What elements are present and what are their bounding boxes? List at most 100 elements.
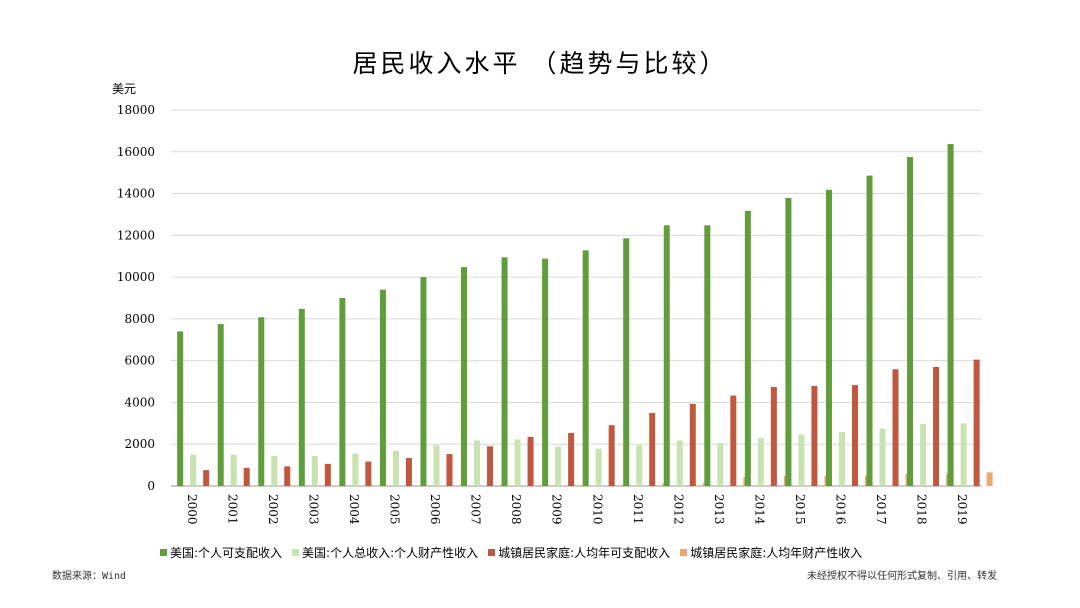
x-tick-label: 2011 xyxy=(631,494,645,525)
bar xyxy=(474,440,481,486)
bar xyxy=(433,445,440,486)
bar xyxy=(582,250,589,486)
x-tick-label: 2017 xyxy=(874,494,888,525)
bar xyxy=(217,324,224,486)
bar xyxy=(177,331,184,486)
y-axis-label: 美元 xyxy=(112,82,137,96)
bar xyxy=(649,412,656,486)
bar xyxy=(284,466,291,486)
x-tick-label: 2007 xyxy=(469,494,483,525)
bar xyxy=(717,443,724,486)
bar xyxy=(851,385,858,486)
bar xyxy=(405,458,412,486)
bar xyxy=(311,455,318,486)
bars xyxy=(177,144,993,487)
bar xyxy=(636,445,643,486)
legend-swatch xyxy=(292,549,300,556)
bar xyxy=(623,238,630,486)
x-axis-ticks: 2000 2001 2002 2003 2004 2005 2006 2007 2008 2009… xyxy=(185,494,969,525)
bar xyxy=(392,450,399,486)
bar xyxy=(947,144,954,486)
bar xyxy=(879,428,886,486)
bar xyxy=(785,197,792,487)
x-tick-label: 2019 xyxy=(955,494,969,525)
bar xyxy=(907,157,914,486)
y-tick-label: 4000 xyxy=(124,395,155,409)
bar xyxy=(608,425,615,486)
legend-label: 城镇居民家庭:人均年可支配收入 xyxy=(498,546,671,560)
bar xyxy=(365,461,372,486)
bar xyxy=(825,189,832,486)
legend-item: 美国:个人可支配收入 xyxy=(160,544,282,561)
y-tick-label: 16000 xyxy=(117,145,155,159)
grid-lines xyxy=(171,109,982,487)
legend-item: 城镇居民家庭:人均年可支配收入 xyxy=(488,544,670,561)
bar xyxy=(811,385,818,486)
x-tick-label: 2003 xyxy=(306,494,320,525)
bar xyxy=(542,258,549,486)
bar xyxy=(676,440,683,486)
y-tick-label: 12000 xyxy=(117,228,155,242)
bar xyxy=(933,366,940,486)
bar xyxy=(973,359,980,486)
x-tick-label: 2014 xyxy=(752,494,766,525)
y-tick-label: 8000 xyxy=(124,312,155,326)
x-tick-label: 2018 xyxy=(915,494,929,525)
bar xyxy=(420,277,427,486)
legend: 美国:个人可支配收入 美国:个人总收入:个人财产性收入 城镇居民家庭:人均年可支… xyxy=(160,544,862,561)
bar xyxy=(487,446,494,486)
x-tick-label: 2012 xyxy=(671,494,685,525)
x-tick-label: 2004 xyxy=(347,494,361,525)
bar xyxy=(986,472,993,486)
x-tick-label: 2002 xyxy=(266,494,280,525)
chart-title: 居民收入水平 （趋势与比较） xyxy=(352,49,728,78)
bar xyxy=(798,434,805,486)
y-tick-label: 2000 xyxy=(124,437,155,451)
legend-label: 美国:个人可支配收入 xyxy=(170,546,283,560)
y-tick-label: 14000 xyxy=(117,187,155,201)
bar xyxy=(203,470,210,486)
bar xyxy=(258,317,265,486)
legend-swatch xyxy=(488,549,496,556)
bar xyxy=(461,267,468,486)
y-tick-label: 10000 xyxy=(117,270,155,284)
bar xyxy=(352,453,359,486)
bar xyxy=(770,386,777,486)
y-tick-label: 0 xyxy=(147,479,155,493)
bar xyxy=(230,454,237,486)
x-tick-label: 2001 xyxy=(225,494,239,525)
x-tick-label: 2000 xyxy=(185,494,199,525)
x-tick-label: 2016 xyxy=(834,494,848,525)
data-source: 数据来源：Wind xyxy=(52,571,127,582)
legend-swatch xyxy=(160,549,167,556)
bar xyxy=(595,448,602,486)
bar xyxy=(446,454,453,486)
legend-label: 城镇居民家庭:人均年财产性收入 xyxy=(690,546,863,560)
bar xyxy=(243,467,250,486)
bar xyxy=(190,454,197,486)
legend-item: 美国:个人总收入:个人财产性收入 xyxy=(292,544,478,561)
x-tick-label: 2006 xyxy=(428,494,442,525)
bar xyxy=(866,175,873,486)
bar xyxy=(298,308,305,486)
bar xyxy=(514,439,521,486)
legend-label: 美国:个人总收入:个人财产性收入 xyxy=(302,546,479,560)
bar xyxy=(892,369,899,486)
x-tick-label: 2010 xyxy=(590,494,604,525)
x-tick-label: 2009 xyxy=(550,494,564,525)
x-tick-label: 2013 xyxy=(712,494,726,525)
bar xyxy=(704,225,711,486)
bar xyxy=(838,432,845,486)
bar xyxy=(527,436,534,486)
bar xyxy=(271,455,278,486)
bar xyxy=(744,210,751,487)
bar xyxy=(568,432,575,486)
copyright-notice: 未经授权不得以任何形式复制、引用、转发 xyxy=(807,571,997,582)
bar xyxy=(555,446,562,486)
bar xyxy=(324,463,331,486)
bar xyxy=(960,423,967,486)
bar xyxy=(757,437,764,486)
bar xyxy=(339,298,346,486)
bar xyxy=(663,225,670,486)
